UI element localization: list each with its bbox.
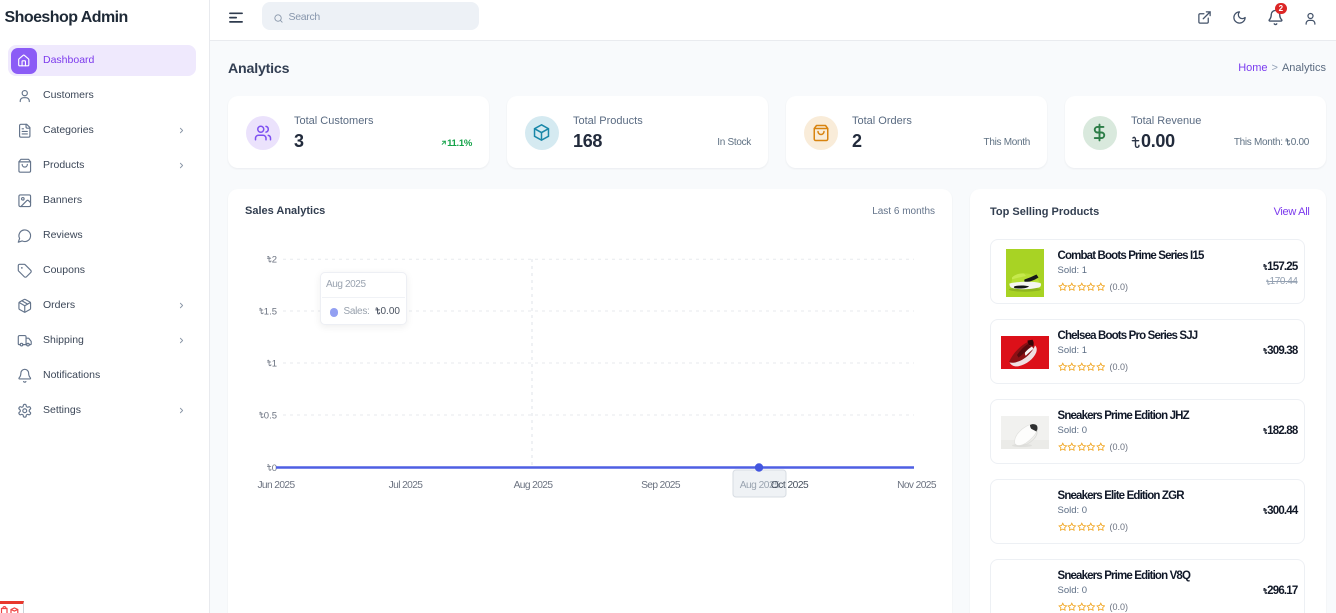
svg-text:Nov 2025: Nov 2025 [897,480,937,491]
svg-text:Aug 2025: Aug 2025 [740,480,780,491]
svg-text:0.5: 0.5 [264,410,277,421]
svg-text:Aug 2025: Aug 2025 [514,480,554,491]
svg-text:1.5: 1.5 [264,306,277,317]
svg-text:Jul 2025: Jul 2025 [389,480,424,491]
svg-text:1: 1 [272,358,277,369]
svg-text:0: 0 [272,463,277,474]
svg-text:Oct 2025: Oct 2025 [771,480,809,491]
svg-text:Sep 2025: Sep 2025 [641,480,681,491]
svg-text:Jun 2025: Jun 2025 [257,480,295,491]
svg-text:2: 2 [272,255,277,266]
